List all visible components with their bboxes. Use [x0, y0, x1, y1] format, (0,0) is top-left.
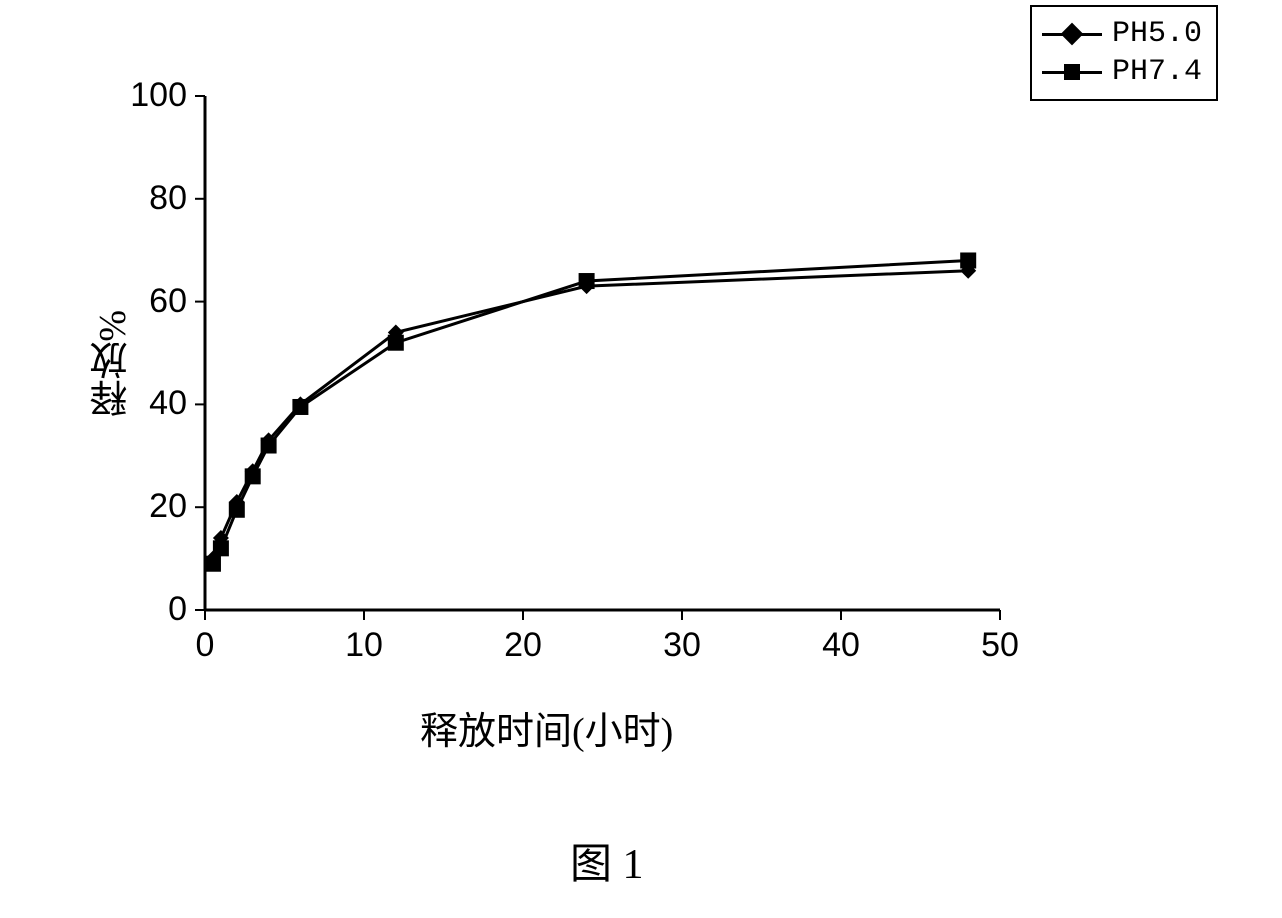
diamond-marker-icon [1061, 23, 1084, 46]
chart-svg [0, 0, 1282, 918]
y-tick-40: 40 [149, 384, 187, 423]
x-tick-30: 30 [662, 626, 702, 665]
legend-label-1: PH7.4 [1112, 55, 1202, 89]
x-axis-title: 释放时间(小时) [420, 700, 673, 755]
x-tick-10: 10 [344, 626, 384, 665]
y-axis-title: 释放% [85, 310, 140, 418]
x-tick-20: 20 [503, 626, 543, 665]
y-tick-80: 80 [149, 179, 187, 218]
legend-row-0: PH5.0 [1042, 15, 1202, 53]
y-tick-20: 20 [149, 487, 187, 526]
y-tick-0: 0 [168, 590, 187, 629]
legend-line-0 [1042, 33, 1102, 36]
legend-line-1 [1042, 71, 1102, 74]
x-tick-40: 40 [821, 626, 861, 665]
square-marker-icon [1064, 64, 1080, 80]
x-tick-0: 0 [185, 626, 225, 665]
legend-label-0: PH5.0 [1112, 17, 1202, 51]
figure-caption: 图 1 [570, 830, 644, 891]
x-tick-50: 50 [980, 626, 1020, 665]
y-tick-100: 100 [130, 76, 187, 115]
legend-box: PH5.0 PH7.4 [1030, 5, 1218, 101]
legend-row-1: PH7.4 [1042, 53, 1202, 91]
y-tick-60: 60 [149, 282, 187, 321]
